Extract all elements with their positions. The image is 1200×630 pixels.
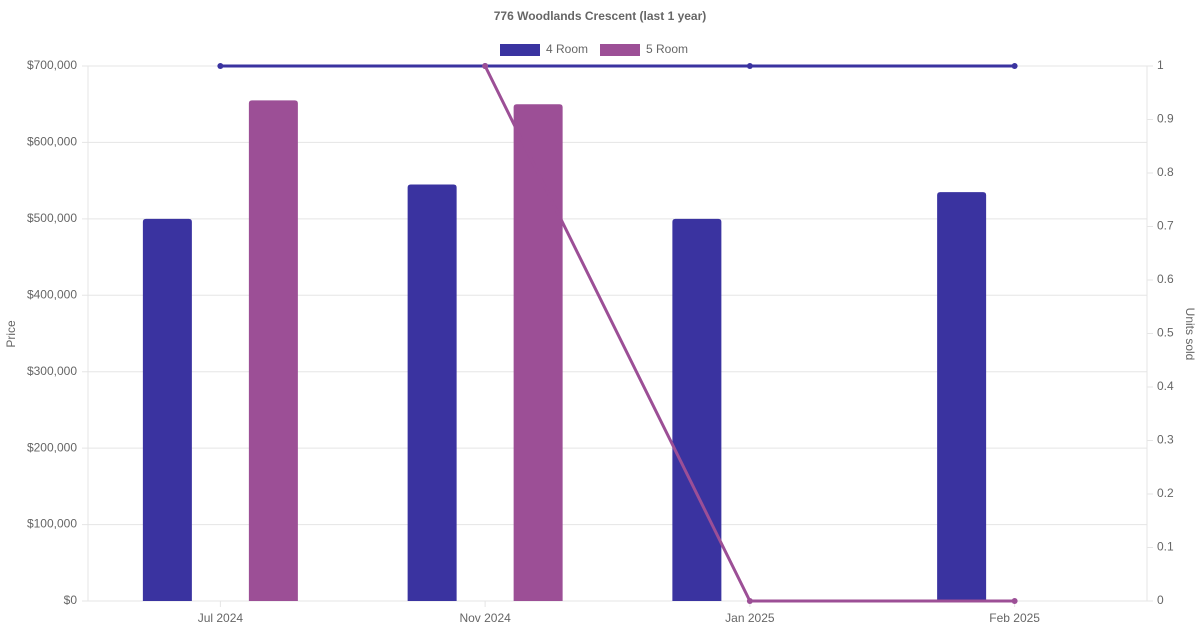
- x-tick-label: Nov 2024: [459, 611, 511, 625]
- bar: [513, 104, 563, 601]
- y-tick-label: $200,000: [27, 440, 77, 454]
- y2-tick-label: 0.5: [1157, 326, 1174, 340]
- y2-tick-label: 0.6: [1157, 272, 1174, 286]
- bar: [937, 192, 987, 601]
- legend-label: 4 Room: [546, 42, 588, 56]
- y2-tick-label: 0.7: [1157, 219, 1174, 233]
- y-axis-title: Price: [4, 320, 18, 348]
- y-tick-label: $500,000: [27, 211, 77, 225]
- y2-tick-label: 0.3: [1157, 433, 1174, 447]
- bar: [407, 184, 457, 601]
- legend-swatch: [500, 44, 540, 56]
- y2-tick-label: 0.4: [1157, 379, 1174, 393]
- chart-title: 776 Woodlands Crescent (last 1 year): [494, 9, 707, 23]
- point: [217, 63, 224, 69]
- point: [1011, 63, 1018, 69]
- x-tick-label: Feb 2025: [989, 611, 1040, 625]
- x-tick-label: Jul 2024: [198, 611, 244, 625]
- y-tick-label: $700,000: [27, 58, 77, 72]
- legend-swatch: [600, 44, 640, 56]
- y-tick-label: $600,000: [27, 135, 77, 149]
- y2-tick-label: 0: [1157, 593, 1164, 607]
- x-tick-label: Jan 2025: [725, 611, 775, 625]
- y2-tick-label: 0.1: [1157, 540, 1174, 554]
- point: [482, 63, 489, 69]
- y2-tick-label: 0.8: [1157, 165, 1174, 179]
- bar: [672, 218, 722, 601]
- y-tick-label: $0: [64, 593, 78, 607]
- bar: [248, 100, 298, 602]
- point: [746, 63, 753, 69]
- y2-tick-label: 1: [1157, 58, 1164, 72]
- point: [746, 598, 753, 604]
- point: [1011, 598, 1018, 604]
- y-tick-label: $100,000: [27, 517, 77, 531]
- y2-tick-label: 0.2: [1157, 486, 1174, 500]
- y-tick-label: $400,000: [27, 287, 77, 301]
- line: [483, 65, 1015, 603]
- y2-axis-title: Units sold: [1183, 308, 1197, 361]
- bar: [142, 218, 192, 601]
- y-tick-label: $300,000: [27, 364, 77, 378]
- y2-tick-label: 0.9: [1157, 112, 1174, 126]
- legend-label: 5 Room: [646, 42, 688, 56]
